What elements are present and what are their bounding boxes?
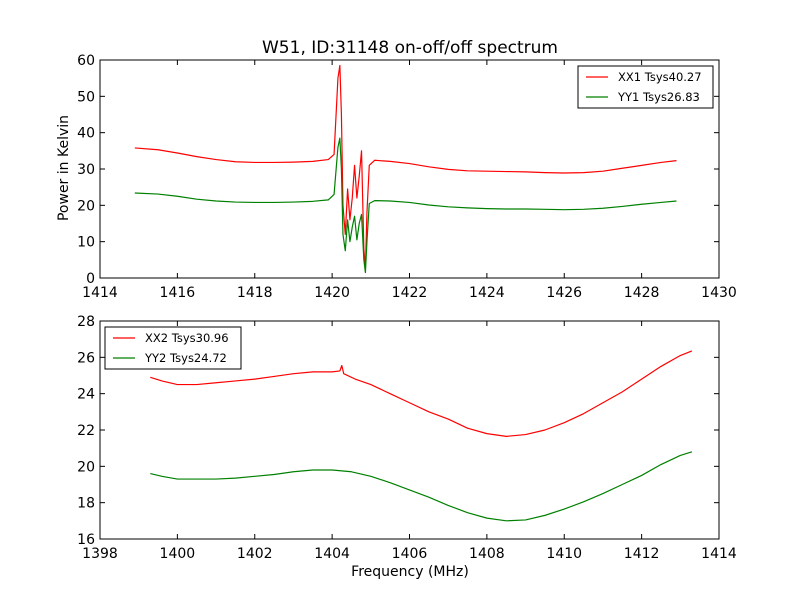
x-tick-label: 1408 [469,546,505,562]
y-tick-label: 10 [77,235,95,251]
series-line-1-0 [150,350,693,437]
top-y-axis-label: Power in Kelvin [56,115,72,221]
series-line-1-1 [150,451,693,522]
bottom-panel: 1398 1400 1402 1404 1406 1408 1410 1412 1414 16 18… [77,314,737,562]
y-tick-label: 26 [77,350,95,366]
y-tick-label: 20 [77,198,95,214]
y-tick-label: 40 [77,126,95,142]
x-tick-label: 1418 [237,285,273,301]
chart-title: W51, ID:31148 on-off/off spectrum [262,38,558,58]
y-tick-label: 0 [86,271,95,287]
x-tick-label: 1406 [392,546,428,562]
x-tick-label: 1410 [546,546,582,562]
y-tick-label: 22 [77,423,95,439]
legend-entry: YY2 Tsys24.72 [144,351,227,365]
y-tick-label: 60 [77,53,95,69]
legend-box [104,326,242,370]
y-tick-label: 24 [77,387,95,403]
x-tick-label: 1420 [314,285,350,301]
y-tick-label: 30 [77,162,95,178]
x-tick-label: 1414 [82,285,118,301]
legend: XX2 Tsys30.96 YY2 Tsys24.72 [104,326,242,370]
legend: XX1 Tsys40.27 YY1 Tsys26.83 [577,65,714,109]
y-tick-label: 16 [77,532,95,548]
x-tick-label: 1426 [546,285,582,301]
series-line-0-0 [134,64,677,270]
y-tick-label: 28 [77,314,95,330]
bottom-x-axis-label: Frequency (MHz) [351,564,469,580]
x-tick-label: 1430 [701,285,737,301]
legend-entry: XX1 Tsys40.27 [618,70,702,84]
x-tick-label: 1428 [624,285,660,301]
x-tick-label: 1422 [392,285,428,301]
x-tick-label: 1424 [469,285,505,301]
x-tick-label: 1414 [701,546,737,562]
x-tick-label: 1400 [160,546,196,562]
top-panel: 1414 1416 1418 1420 1422 1424 1426 1428 1430 0 10 2… [77,53,737,301]
legend-entry: YY1 Tsys26.83 [617,90,700,104]
x-tick-label: 1416 [160,285,196,301]
legend-entry: XX2 Tsys30.96 [145,331,229,345]
series-line-0-1 [134,137,677,274]
x-tick-label: 1412 [624,546,660,562]
y-tick-label: 20 [77,459,95,475]
x-tick-label: 1402 [237,546,273,562]
y-tick-label: 18 [77,496,95,512]
x-tick-label: 1404 [314,546,350,562]
x-tick-label: 1398 [82,546,118,562]
y-tick-label: 50 [77,89,95,105]
legend-box [577,65,714,109]
